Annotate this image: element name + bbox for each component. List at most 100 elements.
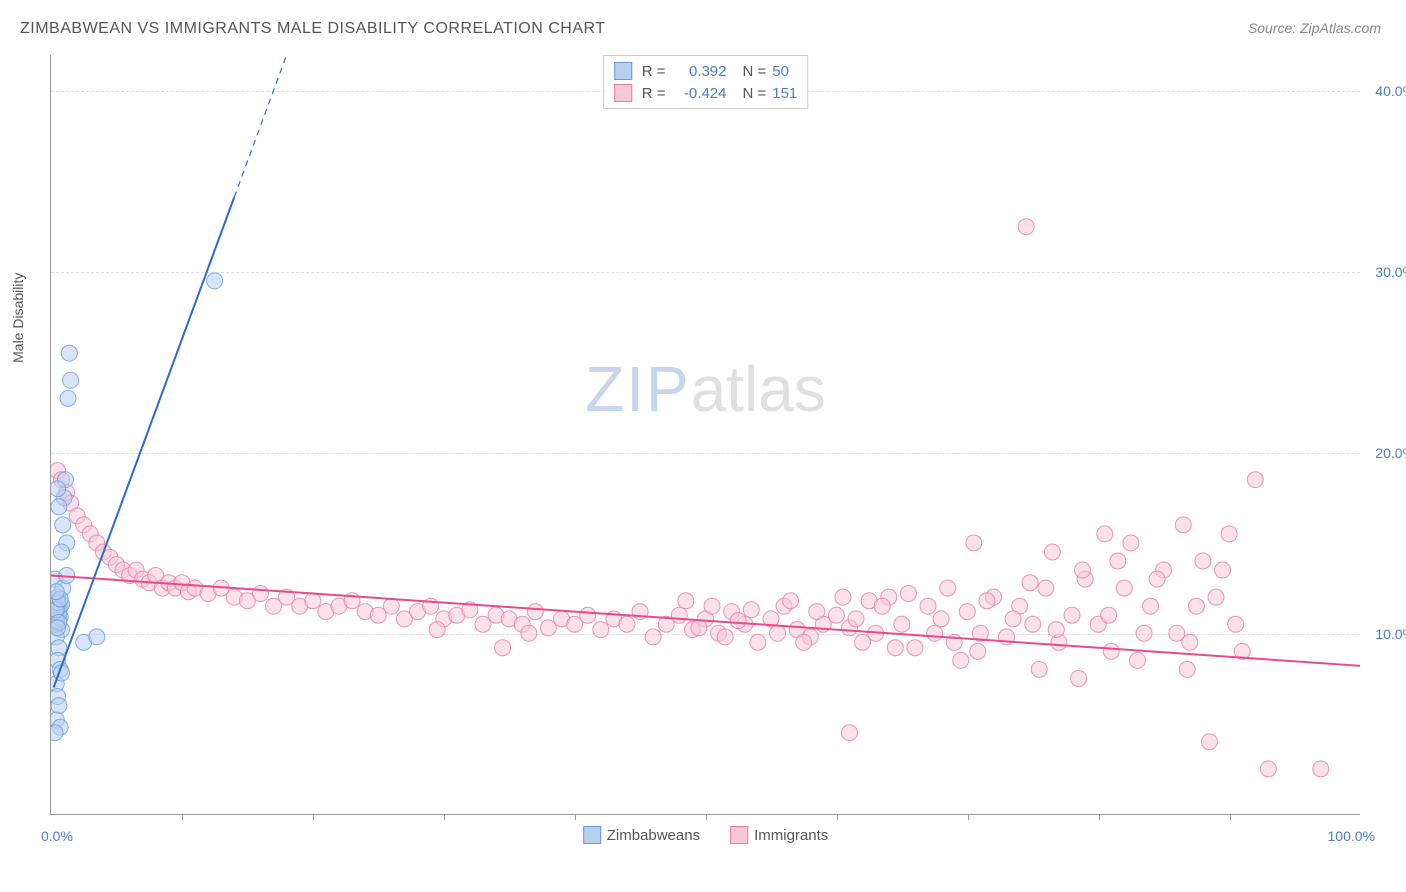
data-point <box>940 580 956 596</box>
data-point <box>927 625 943 641</box>
legend-row-zimbabweans: R = 0.392 N = 50 <box>614 60 798 82</box>
x-tick <box>182 814 183 820</box>
data-point <box>51 725 63 741</box>
data-point <box>835 589 851 605</box>
legend-series: Zimbabweans Immigrants <box>583 826 829 844</box>
data-point <box>1188 598 1204 614</box>
swatch-immigrants-bottom <box>730 826 748 844</box>
data-point <box>743 602 759 618</box>
data-point <box>750 634 766 650</box>
data-point <box>933 611 949 627</box>
y-tick-label: 10.0% <box>1375 626 1406 642</box>
data-point <box>796 634 812 650</box>
data-point <box>495 640 511 656</box>
legend-label-immigrants: Immigrants <box>754 827 828 844</box>
data-point <box>1260 761 1276 777</box>
data-point <box>51 499 67 515</box>
y-tick-label: 40.0% <box>1375 83 1406 99</box>
trend-line-zimbabweans-solid <box>54 197 235 687</box>
swatch-immigrants <box>614 84 632 102</box>
data-point <box>979 593 995 609</box>
data-point <box>383 598 399 614</box>
data-point <box>63 372 79 388</box>
data-point <box>970 643 986 659</box>
data-point <box>252 586 268 602</box>
source-label: Source: ZipAtlas.com <box>1248 20 1381 36</box>
data-point <box>51 584 64 600</box>
r-value-zimbabweans: 0.392 <box>671 63 726 80</box>
data-point <box>1208 589 1224 605</box>
data-point <box>527 604 543 620</box>
data-point <box>704 598 720 614</box>
data-point <box>874 598 890 614</box>
data-point <box>828 607 844 623</box>
y-tick-label: 20.0% <box>1375 445 1406 461</box>
n-label: N = <box>742 85 766 102</box>
data-point <box>1313 761 1329 777</box>
x-tick <box>968 814 969 820</box>
data-point <box>51 698 67 714</box>
legend-stats: R = 0.392 N = 50 R = -0.424 N = 151 <box>603 55 809 109</box>
data-point <box>783 593 799 609</box>
x-tick <box>1099 814 1100 820</box>
data-point <box>305 593 321 609</box>
data-point <box>429 622 445 638</box>
chart-title: ZIMBABWEAN VS IMMIGRANTS MALE DISABILITY… <box>20 20 606 38</box>
chart-container: ZIMBABWEAN VS IMMIGRANTS MALE DISABILITY… <box>0 0 1406 892</box>
data-point <box>841 725 857 741</box>
data-point <box>207 273 223 289</box>
legend-item-zimbabweans: Zimbabweans <box>583 826 700 844</box>
data-point <box>920 598 936 614</box>
data-point <box>1123 535 1139 551</box>
data-point <box>1022 575 1038 591</box>
plot-area: ZIPatlas R = 0.392 N = 50 R = -0.424 N =… <box>50 55 1360 815</box>
n-value-zimbabweans: 50 <box>772 63 789 80</box>
x-tick <box>575 814 576 820</box>
data-point <box>730 613 746 629</box>
y-axis-title: Male Disability <box>10 273 26 363</box>
data-point <box>1143 598 1159 614</box>
x-tick <box>313 814 314 820</box>
data-point <box>1116 580 1132 596</box>
data-point <box>580 607 596 623</box>
data-point <box>1182 634 1198 650</box>
data-point <box>678 593 694 609</box>
data-point <box>53 544 69 560</box>
r-label: R = <box>642 63 666 80</box>
data-point <box>691 620 707 636</box>
data-point <box>1097 526 1113 542</box>
data-point <box>1201 734 1217 750</box>
swatch-zimbabweans-bottom <box>583 826 601 844</box>
legend-item-immigrants: Immigrants <box>730 826 828 844</box>
data-point <box>51 620 66 636</box>
data-point <box>887 640 903 656</box>
data-point <box>1101 607 1117 623</box>
data-point <box>770 625 786 641</box>
data-point <box>89 629 105 645</box>
data-point <box>619 616 635 632</box>
data-point <box>1228 616 1244 632</box>
data-point <box>51 481 66 497</box>
data-point <box>1103 643 1119 659</box>
data-point <box>1221 526 1237 542</box>
data-point <box>1215 562 1231 578</box>
data-point <box>900 586 916 602</box>
swatch-zimbabweans <box>614 62 632 80</box>
data-point <box>1136 625 1152 641</box>
data-point <box>521 625 537 641</box>
data-point <box>894 616 910 632</box>
data-point <box>907 640 923 656</box>
data-point <box>1179 661 1195 677</box>
data-point <box>1129 652 1145 668</box>
legend-label-zimbabweans: Zimbabweans <box>607 827 700 844</box>
trend-line-zimbabweans-dashed <box>234 55 426 197</box>
plot-svg <box>51 55 1360 814</box>
n-label: N = <box>742 63 766 80</box>
data-point <box>645 629 661 645</box>
data-point <box>717 629 733 645</box>
data-point <box>60 390 76 406</box>
x-axis-min-label: 0.0% <box>41 828 73 844</box>
data-point <box>593 622 609 638</box>
data-point <box>1031 661 1047 677</box>
data-point <box>953 652 969 668</box>
